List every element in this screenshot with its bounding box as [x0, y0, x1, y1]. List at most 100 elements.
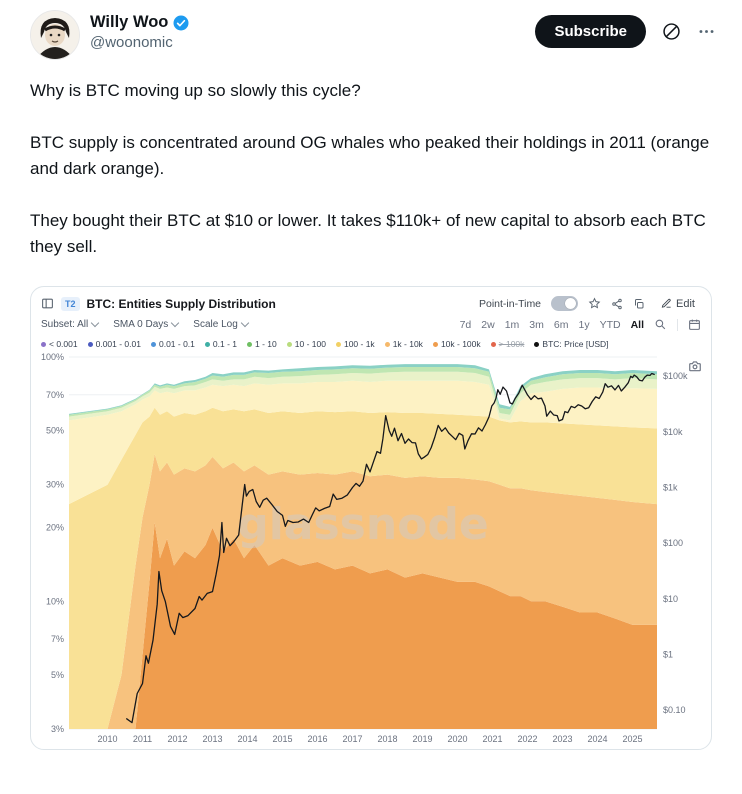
svg-text:2021: 2021	[482, 734, 502, 744]
legend-item[interactable]: 1k - 10k	[384, 339, 423, 349]
chevron-down-icon	[240, 318, 250, 328]
chart-legend: < 0.001 0.001 - 0.01 0.01 - 0.1 0.1 - 1 1 - …	[31, 335, 711, 349]
header-actions: Subscribe	[535, 10, 716, 48]
copy-icon[interactable]	[633, 298, 645, 310]
legend-dot	[286, 341, 292, 347]
svg-text:2024: 2024	[587, 734, 607, 744]
range-7d[interactable]: 7d	[459, 318, 472, 331]
svg-text:2023: 2023	[552, 734, 572, 744]
camera-icon[interactable]	[688, 359, 702, 376]
subset-dropdown[interactable]: Subset: All	[41, 318, 100, 330]
share-icon[interactable]	[611, 298, 623, 310]
tweet-paragraph: BTC supply is concentrated around OG wha…	[30, 133, 710, 178]
legend-item[interactable]: 100 - 1k	[335, 339, 375, 349]
legend-dot	[490, 341, 496, 347]
legend-item[interactable]: BTC: Price [USD]	[534, 339, 609, 349]
calendar-icon[interactable]	[688, 318, 701, 331]
svg-text:2011: 2011	[133, 734, 152, 744]
legend-item[interactable]: < 0.001	[41, 339, 78, 349]
svg-text:70%: 70%	[46, 390, 64, 400]
svg-text:2019: 2019	[412, 734, 432, 744]
tweet-header: Willy Woo @woonomic Subscribe	[0, 0, 742, 60]
svg-text:2014: 2014	[237, 734, 257, 744]
svg-text:$1: $1	[663, 650, 673, 660]
legend-item[interactable]: 10k - 100k	[432, 339, 481, 349]
chart-topbar-actions: Point-in-Time	[479, 296, 701, 311]
range-1m[interactable]: 1m	[504, 318, 520, 331]
grok-icon[interactable]	[661, 21, 682, 42]
range-1y[interactable]: 1y	[578, 318, 590, 331]
legend-dot	[432, 341, 438, 347]
svg-text:2013: 2013	[202, 734, 222, 744]
legend-item[interactable]: 0.1 - 1	[204, 339, 237, 349]
tweet-text: Why is BTC moving up so slowly this cycl…	[0, 60, 742, 260]
zoom-icon[interactable]	[654, 318, 667, 331]
pencil-icon	[661, 298, 672, 309]
tweet-paragraph: Why is BTC moving up so slowly this cycl…	[30, 81, 361, 100]
btc-price-line	[126, 372, 655, 724]
legend-dot	[384, 341, 390, 347]
svg-text:2010: 2010	[97, 734, 117, 744]
star-icon[interactable]	[588, 297, 601, 310]
avatar-image	[31, 11, 79, 59]
svg-text:$100k: $100k	[663, 371, 688, 381]
legend-dot	[247, 341, 253, 347]
range-2w[interactable]: 2w	[481, 318, 495, 331]
range-6m[interactable]: 6m	[553, 318, 569, 331]
svg-text:2016: 2016	[307, 734, 327, 744]
legend-item[interactable]: 10 - 100	[286, 339, 326, 349]
watermark: glassnode	[237, 499, 489, 550]
legend-dot	[87, 341, 93, 347]
subscribe-button[interactable]: Subscribe	[535, 15, 646, 48]
legend-dot	[41, 341, 46, 347]
axis-labels: 100% 70% 50% 30% 20% 10% 7% 5% 3% $100k $10k $1k $10…	[41, 352, 688, 744]
svg-text:10%: 10%	[46, 596, 64, 606]
range-ytd[interactable]: YTD	[599, 318, 621, 331]
legend-item[interactable]: 0.01 - 0.1	[150, 339, 195, 349]
svg-text:30%: 30%	[46, 480, 64, 490]
chart-image[interactable]: T2 BTC: Entities Supply Distribution Poi…	[30, 286, 712, 750]
point-in-time-label: Point-in-Time	[478, 297, 542, 310]
svg-text:7%: 7%	[51, 634, 64, 644]
chart-topbar: T2 BTC: Entities Supply Distribution Poi…	[31, 287, 711, 316]
scale-dropdown[interactable]: Scale Log	[193, 318, 250, 330]
svg-text:2022: 2022	[517, 734, 537, 744]
sma-dropdown[interactable]: SMA 0 Days	[113, 318, 180, 330]
legend-item[interactable]: > 100k	[490, 339, 524, 349]
legend-item[interactable]: 0.001 - 0.01	[87, 339, 141, 349]
svg-text:$100: $100	[663, 538, 683, 548]
tweet-paragraph: They bought their BTC at $10 or lower. I…	[30, 211, 706, 256]
svg-text:20%: 20%	[46, 523, 64, 533]
edit-button[interactable]: Edit	[655, 297, 701, 311]
range-selector: 7d 2w 1m 3m 6m 1y YTD All	[460, 318, 701, 331]
svg-text:2025: 2025	[622, 734, 642, 744]
author-name[interactable]: Willy Woo	[90, 13, 169, 31]
author-block: Willy Woo @woonomic	[90, 10, 190, 51]
avatar[interactable]	[30, 10, 80, 60]
chevron-down-icon	[171, 318, 180, 328]
more-button[interactable]	[697, 22, 716, 41]
range-all[interactable]: All	[630, 318, 644, 331]
svg-text:100%: 100%	[41, 352, 64, 362]
legend-dot	[335, 341, 341, 347]
point-in-time-toggle[interactable]	[551, 296, 579, 311]
chart-title: BTC: Entities Supply Distribution	[86, 296, 276, 311]
svg-text:2015: 2015	[272, 734, 292, 744]
author-handle[interactable]: @woonomic	[90, 34, 173, 51]
divider	[677, 318, 678, 331]
legend-item[interactable]: 1 - 10	[247, 339, 277, 349]
svg-text:$10: $10	[663, 594, 678, 604]
legend-dot	[150, 341, 156, 347]
svg-text:$1k: $1k	[663, 483, 678, 493]
svg-text:2018: 2018	[377, 734, 397, 744]
panel-icon[interactable]	[41, 297, 54, 310]
verified-badge-icon	[172, 14, 190, 32]
svg-text:2017: 2017	[342, 734, 362, 744]
range-3m[interactable]: 3m	[529, 318, 544, 331]
supply-distribution-chart: glassnode 100% 70% 50% 30% 20% 10% 7% 5% 3% $100k $…	[41, 352, 688, 744]
svg-text:$10k: $10k	[663, 427, 683, 437]
svg-text:2020: 2020	[447, 734, 467, 744]
dashboard-tag[interactable]: T2	[61, 296, 80, 311]
svg-text:50%: 50%	[46, 426, 64, 436]
